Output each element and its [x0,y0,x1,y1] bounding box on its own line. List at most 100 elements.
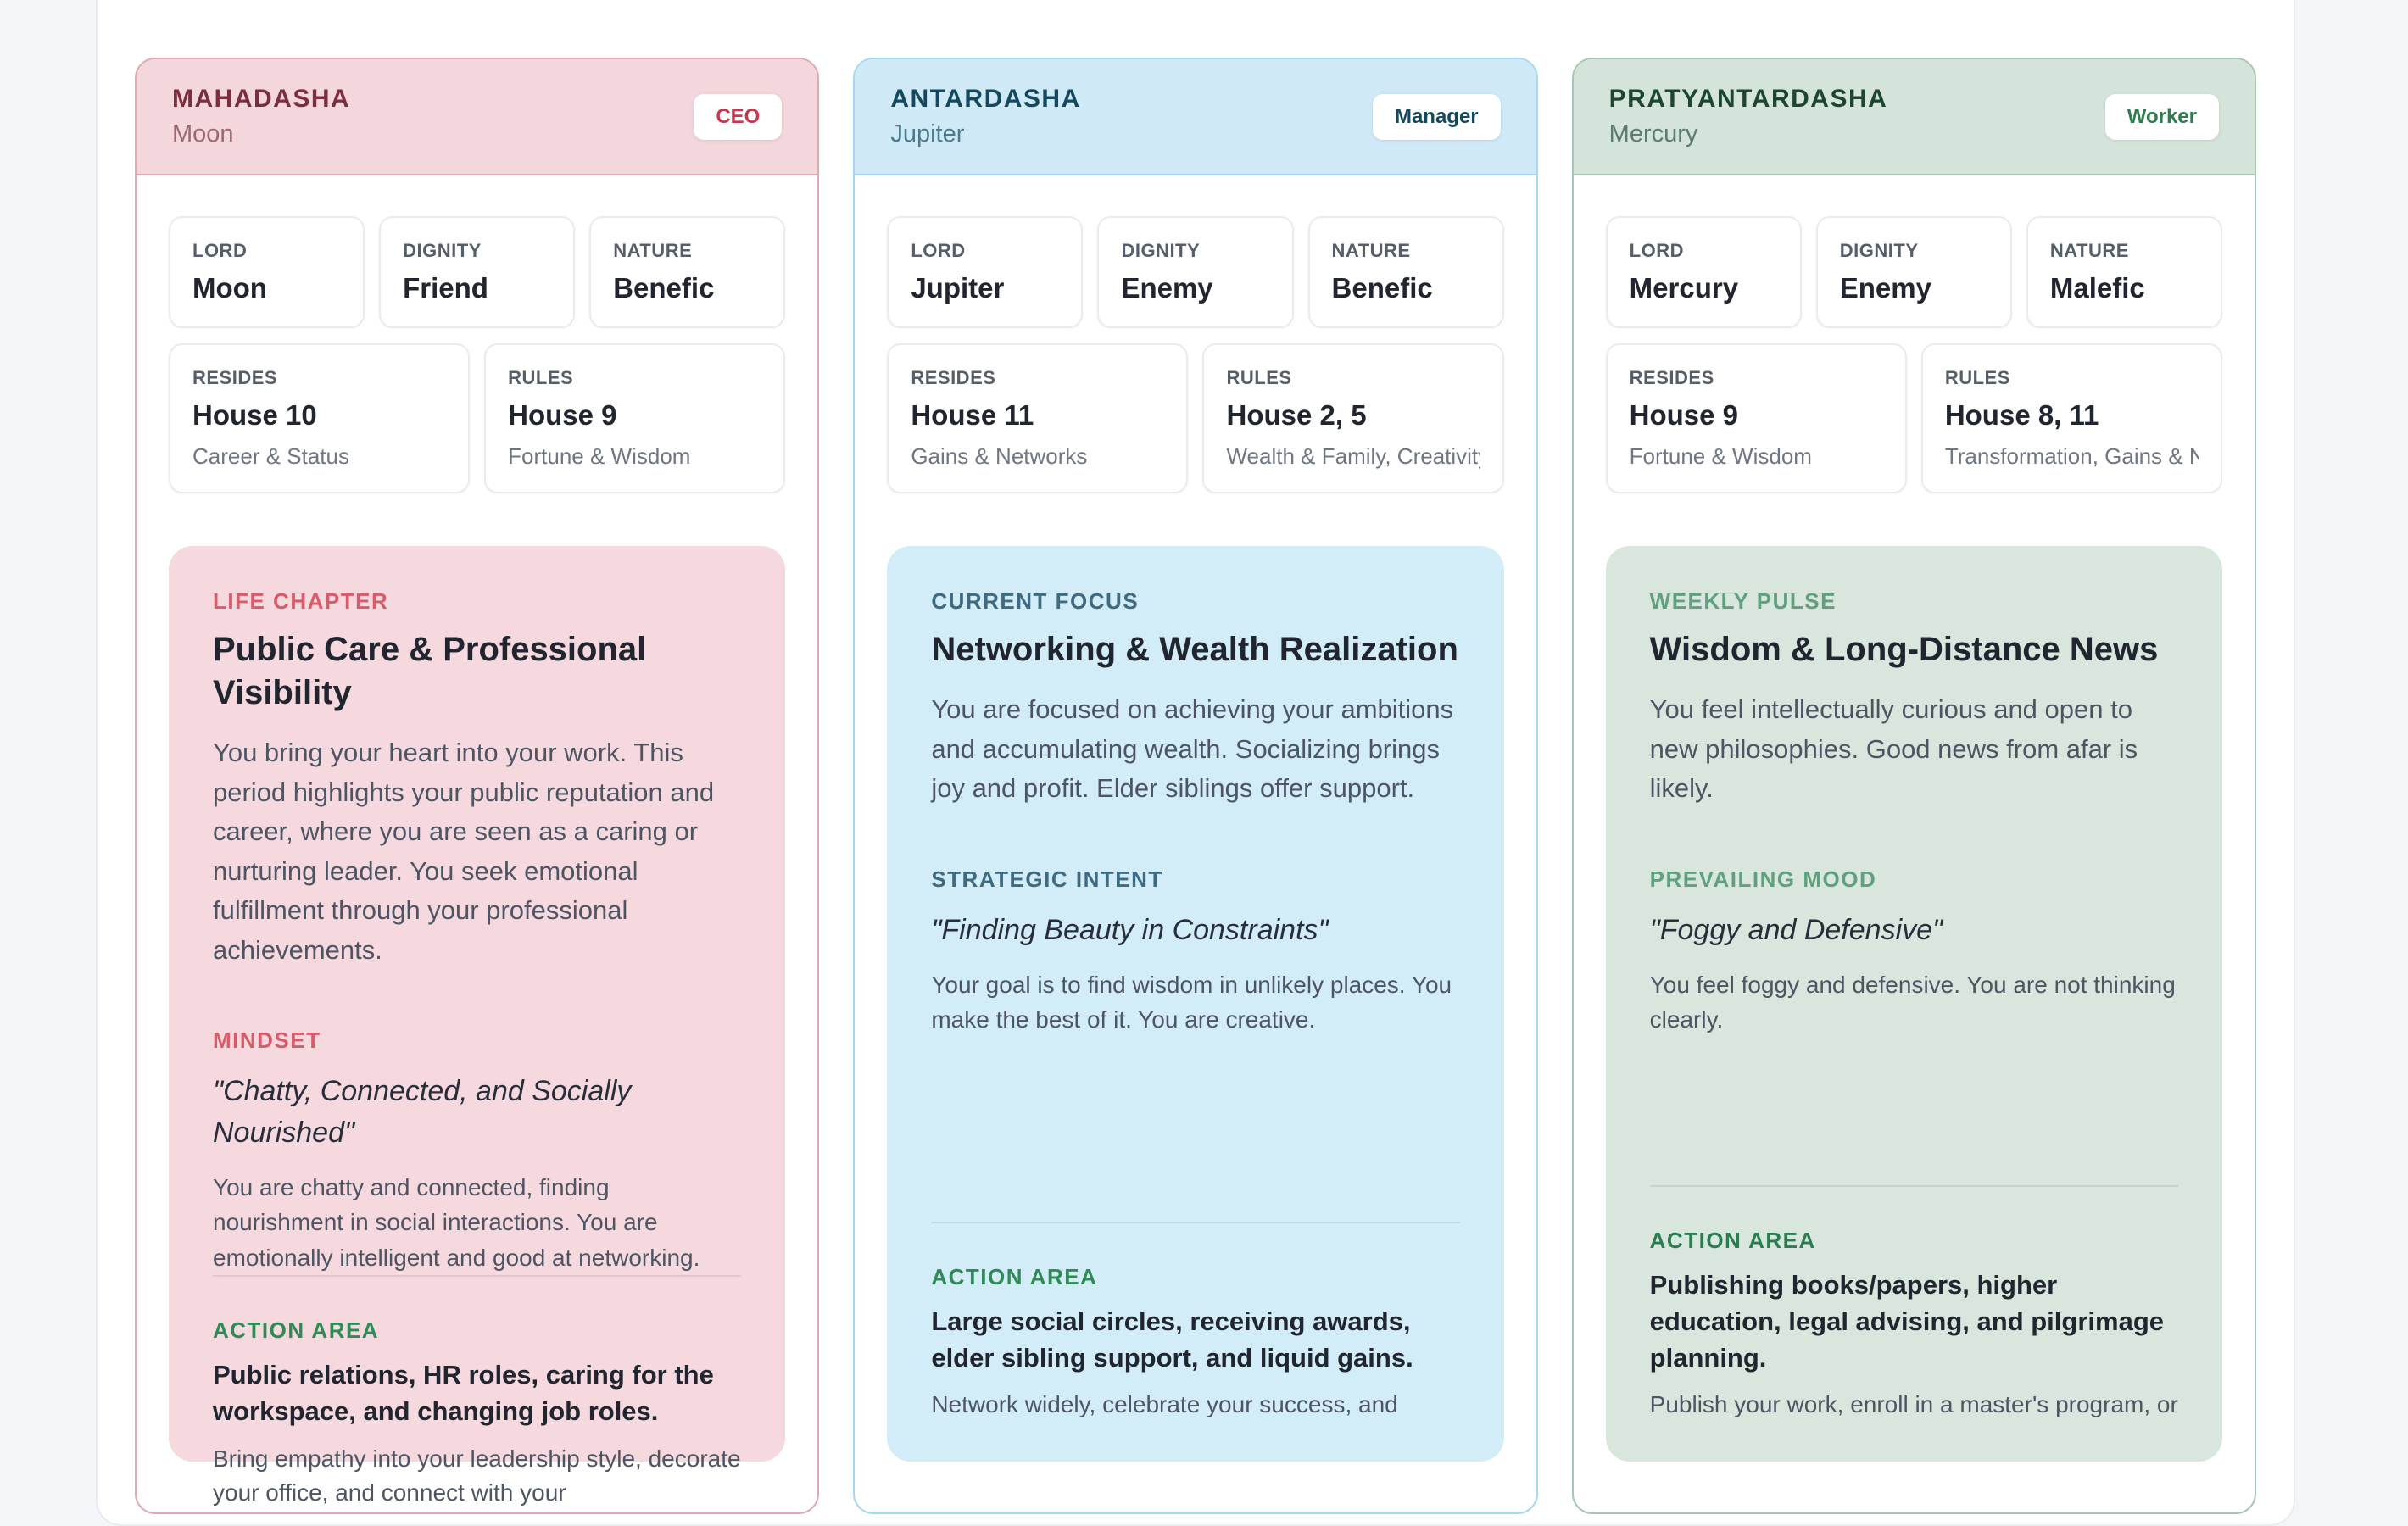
action-body: Publish your work, enroll in a master's … [1649,1391,2178,1418]
section-body: You feel intellectually curious and open… [1649,694,2138,804]
info-box-rules: RULES House 2, 5 Wealth & Family, Creati… [1202,343,1504,493]
info-label: RULES [1944,367,2010,388]
card-header: PRATYANTARDASHA Mercury Worker [1573,59,2255,175]
action-area: ACTION AREA Public relations, HR roles, … [213,1275,742,1511]
info-label: RULES [508,367,574,388]
info-grid-bottom: RESIDES House 9 Fortune & Wisdom RULES H… [1605,343,2222,493]
card-body: LORD Jupiter DIGNITY Enemy NATURE Benefi… [855,175,1536,1512]
info-box-dignity: DIGNITY Enemy [1815,216,2012,328]
info-box-nature: NATURE Malefic [2026,216,2222,328]
insight-panel: CURRENT FOCUS Networking & Wealth Realiz… [887,546,1504,1462]
card-subtitle: Moon [172,120,234,148]
action-heading: Publishing books/papers, higher educatio… [1649,1270,2165,1373]
section-label: LIFE CHAPTER [213,588,389,614]
role-badge: CEO [694,93,783,140]
section-body: You bring your heart into your work. Thi… [213,738,715,965]
role-badge: Manager [1372,93,1501,140]
card-header-text: ANTARDASHA Jupiter [890,85,1080,148]
info-box-nature: NATURE Benefic [589,216,786,328]
card-header: MAHADASHA Moon CEO [137,59,818,175]
section-heading: Networking & Wealth Realization [931,631,1458,668]
dasha-cards-row: MAHADASHA Moon CEO LORD Moon DIGNITY Fri… [98,0,2294,1514]
info-box-resides: RESIDES House 9 Fortune & Wisdom [1605,343,1907,493]
action-heading: Large social circles, receiving awards, … [931,1306,1413,1373]
info-grid-top: LORD Mercury DIGNITY Enemy NATURE Malefi… [1605,216,2222,328]
section-heading: Public Care & Professional Visibility [213,631,647,712]
info-box-dignity: DIGNITY Friend [379,216,576,328]
action-heading: Public relations, HR roles, caring for t… [213,1360,714,1426]
sub-section: STRATEGIC INTENT "Finding Beauty in Cons… [931,866,1459,1038]
info-value: House 11 [911,399,1034,431]
info-sub: Fortune & Wisdom [1629,443,1812,469]
card-subtitle: Mercury [1608,120,1698,148]
section-label: WEEKLY PULSE [1649,588,1837,614]
section-body: You are focused on achieving your ambiti… [931,694,1454,804]
action-area: ACTION AREA Large social circles, receiv… [931,1221,1460,1423]
card-header: ANTARDASHA Jupiter Manager [855,59,1536,175]
card-title: ANTARDASHA [890,85,1081,113]
info-label: NATURE [613,240,693,261]
section-label: ACTION AREA [213,1317,380,1344]
section-label: PREVAILING MOOD [1649,866,1877,892]
card-pratyantardasha: PRATYANTARDASHA Mercury Worker LORD Merc… [1571,58,2256,1514]
info-value: Mercury [1629,272,1739,304]
info-sub: Wealth & Family, Creativity … [1226,443,1480,469]
action-body: Bring empathy into your leadership style… [213,1445,741,1507]
action-area: ACTION AREA Publishing books/papers, hig… [1649,1185,2178,1423]
divider [1649,1185,2178,1188]
info-value: Benefic [1331,272,1433,304]
action-body: Network widely, celebrate your success, … [931,1391,1398,1418]
info-value: Enemy [1121,272,1213,304]
info-box-rules: RULES House 8, 11 Transformation, Gains … [1920,343,2222,493]
card-header-text: MAHADASHA Moon [172,85,350,148]
section-body: You feel foggy and defensive. You are no… [1649,971,2176,1033]
info-label: RESIDES [1629,367,1714,388]
card-body: LORD Mercury DIGNITY Enemy NATURE Malefi… [1574,175,2255,1512]
info-grid-bottom: RESIDES House 10 Career & Status RULES H… [169,343,786,493]
info-sub: Gains & Networks [911,443,1088,469]
info-value: House 9 [1629,399,1739,431]
info-label: RESIDES [192,367,278,388]
section-label: STRATEGIC INTENT [931,866,1163,892]
card-title: PRATYANTARDASHA [1608,85,1888,113]
info-value: House 8, 11 [1944,399,2099,431]
insight-panel: WEEKLY PULSE Wisdom & Long-Distance News… [1605,546,2222,1462]
info-grid-top: LORD Jupiter DIGNITY Enemy NATURE Benefi… [887,216,1504,328]
content-panel: MAHADASHA Moon CEO LORD Moon DIGNITY Fri… [96,0,2295,1526]
card-title: MAHADASHA [172,85,351,113]
card-mahadasha: MAHADASHA Moon CEO LORD Moon DIGNITY Fri… [135,58,820,1514]
info-box-lord: LORD Mercury [1605,216,1802,328]
info-box-dignity: DIGNITY Enemy [1097,216,1294,328]
info-label: DIGNITY [1839,240,1919,261]
info-sub: Fortune & Wisdom [508,443,691,469]
info-value: Jupiter [911,272,1005,304]
section-label: MINDSET [213,1028,321,1054]
info-box-lord: LORD Moon [169,216,365,328]
info-label: NATURE [2049,240,2129,261]
info-label: NATURE [1331,240,1411,261]
divider [213,1275,742,1278]
section-label: ACTION AREA [931,1263,1098,1289]
info-value: Moon [192,272,267,304]
info-value: Enemy [1839,272,1931,304]
sub-section: MINDSET "Chatty, Connected, and Socially… [213,1028,741,1275]
sub-section: PREVAILING MOOD "Foggy and Defensive" Yo… [1650,866,2178,1038]
section-heading: Wisdom & Long-Distance News [1649,631,2159,668]
card-body: LORD Moon DIGNITY Friend NATURE Benefic … [137,175,817,1512]
card-header-text: PRATYANTARDASHA Mercury [1609,85,1888,148]
info-value: House 2, 5 [1226,399,1367,431]
info-label: LORD [911,240,966,261]
info-label: DIGNITY [1121,240,1201,261]
info-label: DIGNITY [403,240,482,261]
info-sub: Career & Status [192,443,349,469]
quote: "Foggy and Defensive" [1649,913,1943,946]
section-body: You are chatty and connected, finding no… [213,1173,700,1271]
info-box-lord: LORD Jupiter [887,216,1084,328]
quote: "Finding Beauty in Constraints" [931,913,1329,946]
section-body: Your goal is to find wisdom in unlikely … [931,971,1452,1033]
card-subtitle: Jupiter [890,120,965,148]
role-badge: Worker [2104,93,2219,140]
info-grid-bottom: RESIDES House 11 Gains & Networks RULES … [887,343,1504,493]
page: { "page": { "background": "#f3f5f8", "pa… [96,0,2295,1526]
info-value: House 10 [192,399,317,431]
